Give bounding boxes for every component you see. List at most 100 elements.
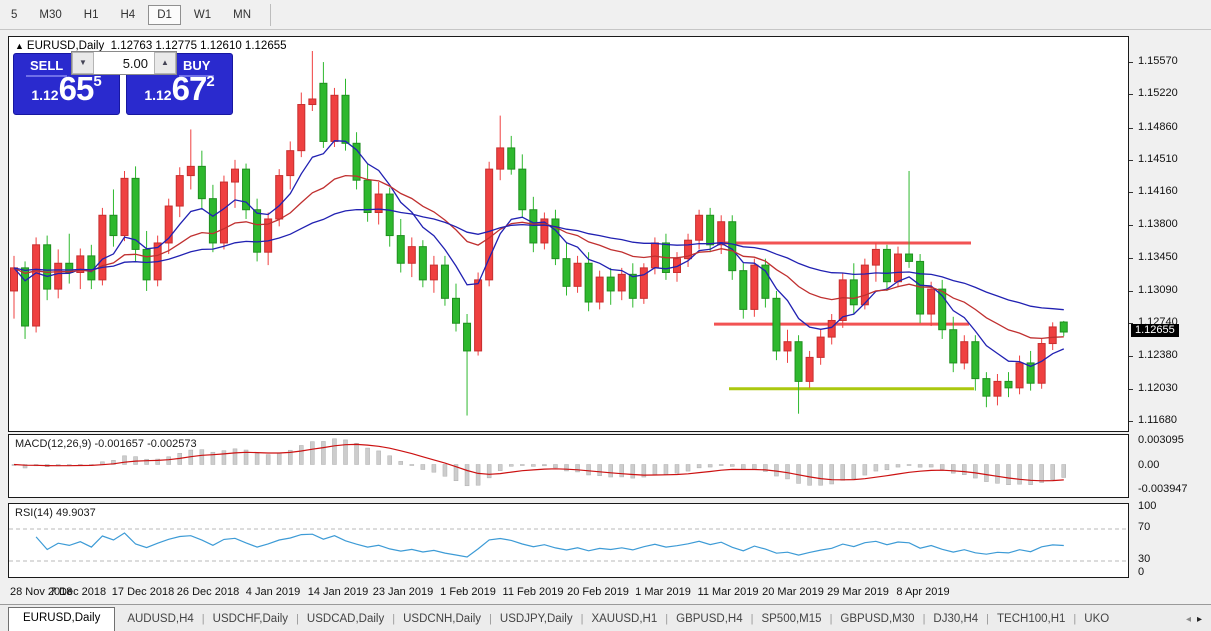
macd-histogram-bar — [928, 464, 934, 468]
chart-tab-usdcnh-daily[interactable]: USDCNH,Daily — [403, 613, 482, 625]
sell-button[interactable]: SELL 1.12655 — [13, 53, 120, 115]
rsi-label: RSI(14) 49.9037 — [15, 507, 96, 519]
macd-histogram-bar — [310, 441, 315, 465]
chart-ohlc-values: 1.12763 1.12775 1.12610 1.12655 — [110, 40, 287, 52]
axis-tick — [1129, 94, 1133, 96]
price-tick-label: 1.11680 — [1138, 413, 1177, 426]
tab-separator: | — [986, 613, 990, 625]
macd-histogram-bar — [387, 455, 392, 465]
chart-tab-usdchf-daily[interactable]: USDCHF,Daily — [212, 613, 289, 625]
macd-histogram-bar — [674, 464, 680, 474]
macd-histogram-bar — [243, 449, 249, 465]
macd-histogram-bar — [685, 464, 691, 472]
candle-body — [706, 214, 715, 246]
tab-separator: | — [296, 613, 299, 625]
timeframe-button-5[interactable]: 5 — [11, 8, 18, 21]
candle-body — [717, 221, 726, 246]
axis-tick — [1129, 62, 1133, 63]
chart-tab-gbpusd-h4[interactable]: GBPUSD,H4 — [676, 613, 743, 625]
macd-histogram-bar — [199, 449, 205, 465]
axis-tick — [1129, 159, 1133, 161]
buy-button[interactable]: BUY 1.12672 — [126, 53, 233, 115]
macd-histogram-bar — [453, 464, 459, 482]
macd-histogram-bar — [486, 464, 492, 479]
chart-tab-xauusd-h1[interactable]: XAUUSD,H1 — [591, 613, 658, 625]
chart-tab-audusd-h4[interactable]: AUDUSD,H4 — [127, 613, 194, 625]
candle-body — [485, 168, 494, 281]
macd-pane[interactable]: MACD(12,26,9) -0.001657 -0.002573 — [8, 434, 1129, 498]
candle-body — [407, 246, 416, 264]
date-tick-label: 11 Feb 2019 — [502, 586, 564, 598]
tab-scroll-right-icon[interactable]: ▸ — [1196, 614, 1202, 625]
chart-tab-usdjpy-daily[interactable]: USDJPY,Daily — [499, 613, 573, 625]
candle-body — [551, 218, 560, 260]
candle-body — [1048, 326, 1057, 345]
chart-tab-uko[interactable]: UKO — [1084, 613, 1110, 625]
chart-tab-usdcad-daily[interactable]: USDCAD,Daily — [306, 613, 385, 625]
timeframe-button-m30[interactable]: M30 — [39, 8, 62, 21]
buy-label[interactable]: BUY — [179, 58, 215, 77]
macd-histogram-bar — [862, 464, 868, 476]
timeframe-button-d1[interactable]: D1 — [148, 4, 181, 25]
timeframe-button-w1[interactable]: W1 — [193, 8, 212, 21]
macd-histogram-bar — [1006, 464, 1011, 485]
timeframe-button-mn[interactable]: MN — [233, 8, 252, 21]
candle-body — [297, 104, 306, 152]
macd-histogram-bar — [851, 464, 857, 480]
axis-tick — [1129, 323, 1133, 325]
collapse-triangle-icon[interactable]: ▲ — [15, 41, 24, 51]
date-tick-label: 4 Jan 2019 — [245, 586, 301, 598]
candle-body — [21, 267, 30, 327]
timeframe-button-h1[interactable]: H1 — [83, 8, 99, 21]
macd-histogram-bar — [442, 464, 448, 477]
price-tick-label: 1.13450 — [1138, 250, 1178, 263]
chart-tab-eurusd-daily[interactable]: EURUSD,Daily — [8, 607, 116, 631]
macd-histogram-bar — [332, 438, 337, 465]
tab-scroll-left-icon[interactable]: ◂ — [1185, 614, 1191, 625]
macd-histogram-bar — [917, 464, 923, 468]
timeframe-button-h4[interactable]: H4 — [120, 8, 136, 21]
candle-body — [164, 205, 173, 244]
candlestick-chart[interactable] — [9, 37, 1128, 431]
candle-body — [816, 336, 825, 358]
macd-histogram-bar — [619, 464, 624, 478]
axis-tick — [1129, 127, 1133, 129]
price-tick-label: 1.13090 — [1138, 283, 1178, 296]
macd-histogram-bar — [376, 450, 381, 465]
volume-increase-button[interactable]: ▲ — [154, 52, 176, 74]
rsi-pane[interactable]: RSI(14) 49.9037 — [8, 503, 1129, 578]
macd-histogram-bar — [829, 464, 834, 485]
macd-histogram-bar — [763, 464, 768, 472]
chart-tab-bar: EURUSD,Daily AUDUSD,H4 | USDCHF,Daily | USDCA… — [0, 604, 1211, 631]
ma-line-8 — [13, 140, 1065, 368]
macd-histogram-bar — [696, 464, 702, 469]
volume-input[interactable]: 5.00 — [122, 56, 148, 71]
candle-body — [186, 165, 195, 177]
candle-body — [374, 193, 383, 214]
macd-histogram-bar — [752, 464, 757, 470]
candle-body — [385, 193, 394, 237]
volume-decrease-button[interactable]: ▼ — [72, 52, 94, 74]
volume-spinner[interactable]: ▼ 5.00 ▲ — [71, 51, 177, 75]
candle-body — [1026, 362, 1035, 384]
price-tick-label: 1.15220 — [1138, 87, 1178, 100]
macd-histogram-bar — [553, 464, 558, 469]
chart-tab-tech100-h1[interactable]: TECH100,H1 — [997, 613, 1066, 625]
sell-label[interactable]: SELL — [26, 58, 68, 77]
chart-tab-gbpusd-m30[interactable]: GBPUSD,M30 — [840, 613, 915, 625]
candle-body — [882, 248, 891, 283]
candle-body — [396, 235, 405, 264]
candle-body — [971, 341, 980, 380]
price-tick-label: 1.14860 — [1138, 120, 1178, 133]
timeframe-toolbar: 5 M30 H1 H4 D1 W1 MN — [0, 0, 1211, 30]
macd-histogram-bar — [630, 464, 636, 479]
main-chart-pane[interactable]: ▲ EURUSD,Daily 1.12763 1.12775 1.12610 1.… — [8, 36, 1129, 432]
chart-tab-dj30-h4[interactable]: DJ30,H4 — [933, 613, 979, 625]
candle-body — [1015, 362, 1024, 389]
chart-tab-sp500-m15[interactable]: SP500,M15 — [761, 613, 822, 625]
candle-body — [606, 276, 615, 292]
rsi-chart — [9, 528, 1128, 562]
rsi-line — [35, 532, 1064, 558]
macd-histogram-bar — [111, 460, 116, 465]
candle-body — [750, 264, 759, 310]
